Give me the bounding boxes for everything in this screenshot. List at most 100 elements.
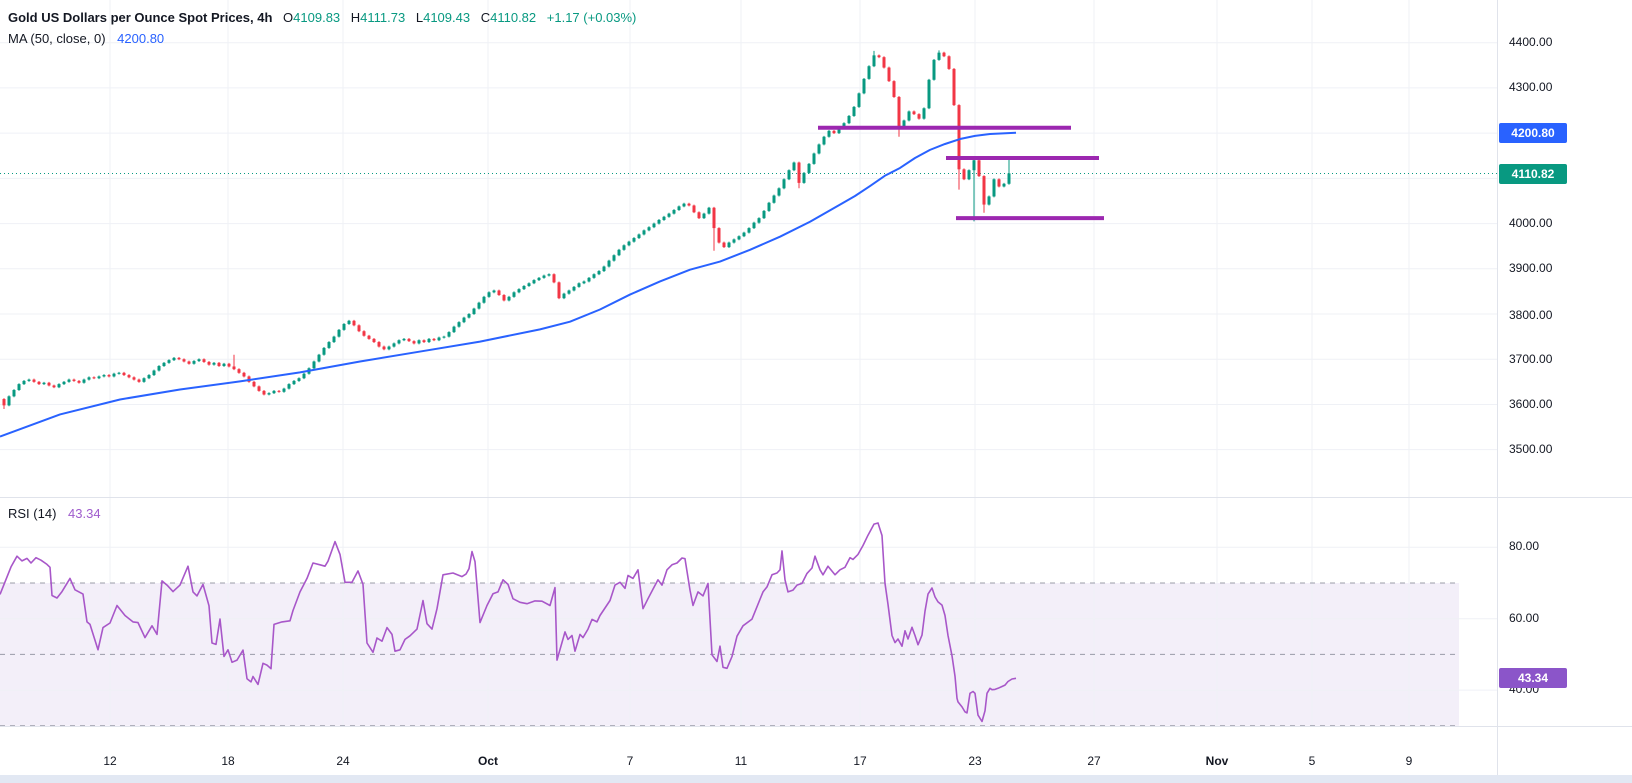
candle [27,379,31,381]
candle [412,341,416,344]
ma-indicator-value: 4200.80 [117,31,165,46]
candle [342,323,346,330]
candle [682,203,686,207]
candle [942,52,946,57]
candle [367,335,371,339]
candle [47,382,51,386]
ohlc-high-value: 4111.73 [360,10,406,25]
candle [177,357,181,360]
candle [472,308,476,315]
candle [642,230,646,235]
candle [527,283,531,286]
candle [622,245,626,250]
candle [952,68,956,106]
candle [402,338,406,341]
candle [947,56,951,69]
axis-price-badge: 4200.80 [1499,123,1567,143]
time-axis[interactable] [0,726,1632,775]
candle [217,362,221,367]
ma-indicator-label[interactable]: MA (50, close, 0) [8,31,106,46]
candle [262,390,266,395]
time-axis-label: 18 [221,754,235,768]
candle [932,59,936,80]
candle [187,361,191,364]
ohlc-high-label: H [350,10,361,25]
candle [102,375,106,377]
candle [282,388,286,392]
candle [677,206,681,211]
rsi-pane[interactable] [0,498,1497,726]
candlestick-series [2,50,1011,409]
candle [572,286,576,291]
candle [417,340,421,344]
candle [607,260,611,267]
candle [907,111,911,121]
candle [87,377,91,380]
candle [847,115,851,124]
candle [832,130,836,134]
candle [822,136,826,145]
candle [312,361,316,369]
candle [357,325,361,332]
price-axis[interactable] [1497,0,1632,775]
price-axis-border [1497,0,1498,775]
candle [602,266,606,272]
candle [927,79,931,109]
candle [547,274,551,276]
candle [877,55,881,58]
candle [867,66,871,79]
rsi-legend: RSI (14) 43.34 [8,506,101,521]
candle [852,106,856,116]
candle [182,359,186,362]
candle [147,375,151,379]
legend-row-ma: MA (50, close, 0) 4200.80 [8,29,636,49]
candle [272,390,276,394]
ohlc-low-value: 4109.43 [423,10,471,25]
candle [212,362,216,365]
candle [597,271,601,275]
ohlc-open-label: O [283,10,294,25]
candle [302,373,306,379]
price-pane[interactable] [0,0,1497,498]
candle [532,280,536,284]
candle [127,375,131,378]
candle [717,228,721,243]
candle [917,114,921,119]
candle [687,203,691,206]
candle [862,78,866,94]
ohlc-close-label: C [480,10,491,25]
candle [827,130,831,137]
candle [292,380,296,385]
pane-separator[interactable] [0,497,1632,498]
candle [362,331,366,336]
rsi-indicator-label[interactable]: RSI (14) [8,506,57,521]
change-value: +1.17 (+0.03%) [546,10,637,25]
rsi-axis-label: 60.00 [1509,611,1540,625]
candle [277,390,281,392]
candle [122,372,126,376]
candle [887,67,891,82]
candle [387,346,391,350]
candle [837,127,841,134]
candle [562,293,566,299]
candle [987,196,991,205]
candle [807,163,811,173]
candle [892,81,896,97]
price-gridlines [0,0,1497,498]
candle [882,57,886,68]
candle [442,336,446,338]
candle [657,219,661,224]
candle [742,232,746,237]
candle [422,340,426,343]
candle [327,342,331,348]
symbol-title[interactable]: Gold US Dollars per Ounce Spot Prices, 4… [8,10,273,25]
candle [77,380,81,383]
candle [207,361,211,365]
price-axis-label: 3600.00 [1509,397,1553,411]
candle [667,213,671,217]
candle [477,302,481,309]
ohlc-low-label: L [415,10,424,25]
candle [57,384,61,388]
candle [252,381,256,387]
candle [557,282,561,299]
